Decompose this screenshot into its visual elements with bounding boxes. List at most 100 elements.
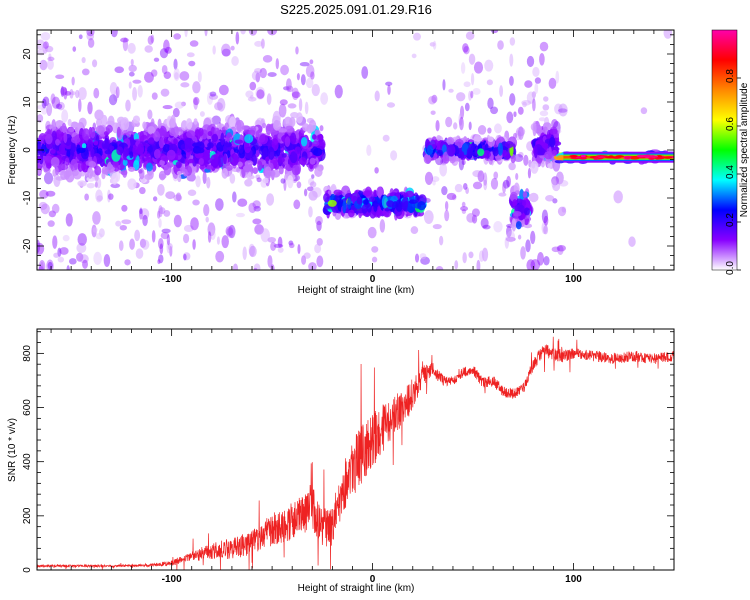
- spectral-blob: [221, 168, 229, 179]
- noise-blob: [107, 193, 114, 200]
- noise-blob: [534, 77, 541, 84]
- noise-blob: [468, 251, 474, 259]
- noise-blob: [499, 85, 504, 97]
- noise-blob: [275, 58, 280, 70]
- noise-blob: [161, 64, 168, 75]
- noise-blob: [410, 226, 419, 235]
- spectral-blob: [259, 133, 269, 145]
- spectral-blob: [51, 119, 57, 133]
- noise-blob: [254, 68, 263, 74]
- noise-blob: [207, 222, 216, 237]
- noise-blob: [494, 123, 502, 134]
- spectral-blob: [533, 145, 538, 159]
- noise-blob: [169, 246, 173, 257]
- noise-blob: [462, 252, 467, 264]
- spectral-blob: [41, 143, 46, 154]
- noise-blob: [277, 236, 283, 249]
- noise-blob: [51, 96, 61, 109]
- spectral-blob: [184, 139, 193, 153]
- noise-blob: [266, 193, 275, 206]
- noise-blob: [298, 98, 303, 112]
- spectral-blob: [333, 189, 343, 196]
- noise-blob: [247, 96, 257, 102]
- spectral-blob: [238, 144, 244, 154]
- spectral-blob: [554, 159, 565, 164]
- noise-blob: [87, 101, 93, 115]
- noise-blob: [69, 88, 74, 99]
- noise-blob: [473, 61, 484, 74]
- noise-blob: [188, 60, 196, 67]
- spectral-blob: [72, 169, 79, 176]
- noise-blob: [166, 240, 171, 254]
- noise-blob: [556, 244, 566, 252]
- noise-blob: [513, 154, 524, 162]
- noise-blob: [212, 45, 216, 55]
- spectral-blob: [125, 131, 135, 136]
- noise-blob: [420, 256, 430, 265]
- noise-blob: [245, 90, 254, 98]
- noise-blob: [531, 91, 537, 99]
- spectral-blob: [207, 131, 213, 137]
- noise-blob: [204, 30, 208, 37]
- noise-blob: [283, 177, 287, 191]
- noise-blob: [262, 55, 273, 63]
- noise-blob: [78, 87, 87, 100]
- spectral-blob: [162, 143, 171, 153]
- colorbar-title: Normalized spectral amplitude: [739, 82, 750, 217]
- noise-blob: [539, 52, 545, 66]
- noise-blob: [530, 230, 536, 245]
- noise-blob: [439, 162, 448, 177]
- spectrogram-marks: [37, 30, 674, 270]
- snr-frame: [36, 328, 675, 571]
- spectral-blob: [551, 149, 558, 156]
- noise-blob: [232, 263, 238, 270]
- noise-blob: [267, 237, 277, 243]
- spectral-blob: [408, 199, 418, 204]
- noise-blob: [208, 93, 219, 100]
- noise-blob: [139, 186, 146, 195]
- noise-blob: [42, 41, 48, 54]
- noise-blob: [472, 181, 483, 190]
- noise-blob: [60, 85, 65, 97]
- noise-blob: [545, 195, 555, 202]
- spectral-blob: [175, 161, 182, 169]
- spectral-blob: [50, 148, 56, 154]
- noise-blob: [159, 243, 164, 255]
- spectral-blob: [222, 145, 227, 152]
- noise-blob: [478, 250, 485, 263]
- spectral-blob: [512, 199, 518, 207]
- spectral-blob: [133, 160, 140, 171]
- spectral-blob: [138, 169, 143, 174]
- spectral-blob: [94, 165, 102, 176]
- noise-blob: [484, 59, 494, 72]
- noise-blob: [114, 66, 125, 74]
- noise-blob: [94, 109, 104, 121]
- noise-blob: [129, 238, 135, 250]
- noise-blob: [509, 93, 516, 106]
- noise-blob: [153, 57, 160, 62]
- noise-blob: [132, 79, 142, 84]
- noise-blob: [477, 125, 487, 135]
- spectral-blob: [67, 118, 72, 127]
- tone-peak: [578, 157, 588, 160]
- spectral-blob: [224, 122, 229, 131]
- noise-blob: [423, 210, 434, 224]
- noise-blob: [493, 171, 499, 180]
- spectral-blob: [101, 114, 108, 127]
- spectral-blob: [63, 132, 68, 144]
- noise-blob: [157, 259, 161, 265]
- spectral-blob: [540, 160, 545, 168]
- noise-blob: [293, 199, 301, 210]
- noise-blob: [187, 189, 197, 196]
- spectral-blob: [522, 191, 528, 198]
- spectral-blob: [446, 136, 455, 146]
- spectral-blob: [198, 158, 205, 165]
- noise-blob: [228, 224, 236, 239]
- noise-blob: [192, 96, 200, 106]
- spectral-blob: [549, 136, 556, 148]
- snr-marks: [37, 336, 674, 570]
- spectral-blob: [82, 128, 91, 141]
- noise-blob: [173, 33, 182, 40]
- noise-blob: [454, 260, 459, 270]
